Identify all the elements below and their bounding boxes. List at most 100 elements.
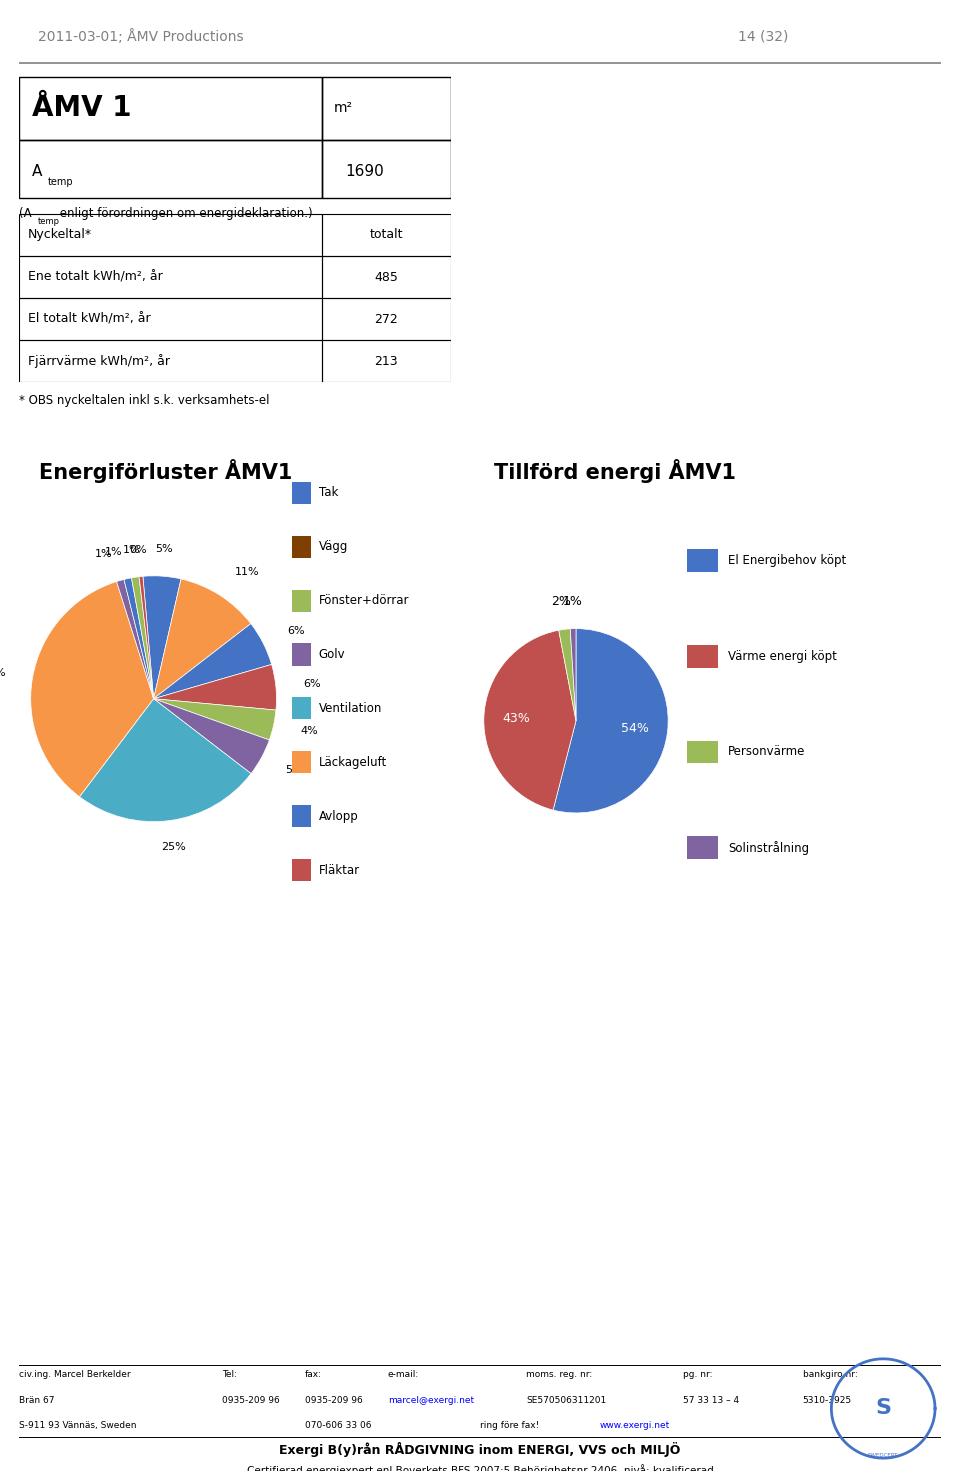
Text: Solinstrålning: Solinstrålning bbox=[729, 840, 809, 855]
Wedge shape bbox=[154, 699, 270, 774]
Text: Fläktar: Fläktar bbox=[319, 863, 360, 877]
Text: e-mail:: e-mail: bbox=[388, 1371, 420, 1380]
Text: Vägg: Vägg bbox=[319, 540, 348, 553]
Wedge shape bbox=[154, 699, 276, 740]
Text: 0%: 0% bbox=[130, 544, 147, 555]
Wedge shape bbox=[124, 578, 154, 699]
Text: 2011-03-01; ÅMV Productions: 2011-03-01; ÅMV Productions bbox=[37, 29, 243, 44]
Text: Nyckeltal*: Nyckeltal* bbox=[28, 228, 92, 241]
Wedge shape bbox=[80, 699, 251, 822]
Text: 14 (32): 14 (32) bbox=[738, 29, 788, 44]
Text: 6%: 6% bbox=[287, 625, 305, 635]
Bar bbox=[292, 482, 311, 505]
Text: Ventilation: Ventilation bbox=[319, 702, 382, 715]
Bar bbox=[322, 140, 451, 199]
Text: 1%: 1% bbox=[105, 547, 122, 558]
Text: (A: (A bbox=[19, 207, 32, 221]
Text: marcel@exergi.net: marcel@exergi.net bbox=[388, 1396, 474, 1405]
Text: Fönster+dörrar: Fönster+dörrar bbox=[319, 594, 409, 608]
Text: 57 33 13 – 4: 57 33 13 – 4 bbox=[683, 1396, 739, 1405]
Wedge shape bbox=[570, 628, 576, 721]
Text: 1%: 1% bbox=[563, 594, 582, 608]
Bar bbox=[19, 299, 322, 340]
Text: Energiförluster ÅMV1: Energiförluster ÅMV1 bbox=[39, 459, 293, 482]
Text: 272: 272 bbox=[374, 313, 398, 325]
Wedge shape bbox=[139, 577, 154, 699]
Bar bbox=[19, 140, 322, 199]
Text: 6%: 6% bbox=[302, 680, 321, 690]
Text: pg. nr:: pg. nr: bbox=[683, 1371, 712, 1380]
Wedge shape bbox=[154, 580, 251, 699]
Text: Golv: Golv bbox=[319, 649, 346, 660]
Text: Brän 67: Brän 67 bbox=[19, 1396, 55, 1405]
Text: 0935-209 96: 0935-209 96 bbox=[222, 1396, 279, 1405]
Bar bbox=[292, 697, 311, 719]
Text: 0935-209 96: 0935-209 96 bbox=[305, 1396, 363, 1405]
Wedge shape bbox=[143, 575, 181, 699]
Text: A: A bbox=[33, 165, 42, 179]
Bar bbox=[292, 643, 311, 665]
Text: SE570506311201: SE570506311201 bbox=[526, 1396, 607, 1405]
Bar bbox=[292, 859, 311, 881]
Bar bbox=[19, 76, 322, 140]
Text: 1690: 1690 bbox=[346, 165, 384, 179]
Text: enligt förordningen om energideklaration.): enligt förordningen om energideklaration… bbox=[56, 207, 313, 221]
Wedge shape bbox=[31, 581, 154, 797]
Text: 54%: 54% bbox=[621, 722, 649, 736]
Text: Tillförd energi ÅMV1: Tillförd energi ÅMV1 bbox=[494, 459, 736, 482]
Text: totalt: totalt bbox=[370, 228, 403, 241]
Text: temp: temp bbox=[47, 177, 73, 187]
Bar bbox=[292, 805, 311, 827]
Text: Läckageluft: Läckageluft bbox=[319, 756, 387, 769]
Bar bbox=[686, 549, 718, 572]
Wedge shape bbox=[553, 628, 668, 813]
Text: Tel:: Tel: bbox=[222, 1371, 237, 1380]
Bar bbox=[19, 213, 322, 256]
Bar bbox=[322, 340, 451, 382]
Text: Fjärrvärme kWh/m², år: Fjärrvärme kWh/m², år bbox=[28, 355, 170, 368]
Text: civ.ing. Marcel Berkelder: civ.ing. Marcel Berkelder bbox=[19, 1371, 131, 1380]
Text: 43%: 43% bbox=[502, 712, 530, 725]
Text: 11%: 11% bbox=[234, 568, 259, 578]
Text: m²: m² bbox=[334, 101, 352, 115]
Bar bbox=[322, 256, 451, 299]
Bar bbox=[686, 644, 718, 668]
Text: 5310-3925: 5310-3925 bbox=[803, 1396, 852, 1405]
Text: * OBS nyckeltalen inkl s.k. verksamhets-el: * OBS nyckeltalen inkl s.k. verksamhets-… bbox=[19, 394, 270, 407]
Bar bbox=[292, 590, 311, 612]
Text: 070-606 33 06: 070-606 33 06 bbox=[305, 1421, 372, 1430]
Text: 1%: 1% bbox=[95, 550, 113, 559]
Text: S: S bbox=[876, 1399, 891, 1418]
Bar bbox=[19, 340, 322, 382]
Text: temp: temp bbox=[37, 218, 60, 227]
Bar bbox=[686, 836, 718, 859]
Text: S-911 93 Vännäs, Sweden: S-911 93 Vännäs, Sweden bbox=[19, 1421, 136, 1430]
Bar bbox=[322, 76, 451, 140]
Text: Certifierad energiexpert enl Boverkets BFS 2007:5 Behörighetsnr 2406, nivå: kval: Certifierad energiexpert enl Boverkets B… bbox=[247, 1465, 713, 1471]
Wedge shape bbox=[132, 577, 154, 699]
Bar bbox=[19, 256, 322, 299]
Wedge shape bbox=[116, 580, 154, 699]
Text: fax:: fax: bbox=[305, 1371, 322, 1380]
Bar bbox=[322, 299, 451, 340]
Text: 1%: 1% bbox=[123, 546, 140, 556]
Text: 25%: 25% bbox=[161, 843, 186, 852]
Wedge shape bbox=[559, 628, 576, 721]
Text: Värme energi köpt: Värme energi köpt bbox=[729, 650, 837, 663]
Bar bbox=[292, 752, 311, 774]
Text: 35%: 35% bbox=[0, 668, 6, 678]
Text: 2%: 2% bbox=[551, 596, 571, 609]
Wedge shape bbox=[154, 624, 272, 699]
Text: 4%: 4% bbox=[300, 727, 318, 736]
Text: bankgiro nr:: bankgiro nr: bbox=[803, 1371, 857, 1380]
Text: www.exergi.net: www.exergi.net bbox=[600, 1421, 670, 1430]
Text: Tak: Tak bbox=[319, 487, 338, 499]
Text: 5%: 5% bbox=[285, 765, 302, 775]
Text: 213: 213 bbox=[374, 355, 398, 368]
Bar bbox=[686, 740, 718, 763]
Text: Avlopp: Avlopp bbox=[319, 809, 358, 822]
Bar bbox=[322, 213, 451, 256]
Wedge shape bbox=[154, 665, 276, 710]
Text: Personvärme: Personvärme bbox=[729, 746, 805, 759]
Text: El Energibehov köpt: El Energibehov köpt bbox=[729, 555, 847, 568]
